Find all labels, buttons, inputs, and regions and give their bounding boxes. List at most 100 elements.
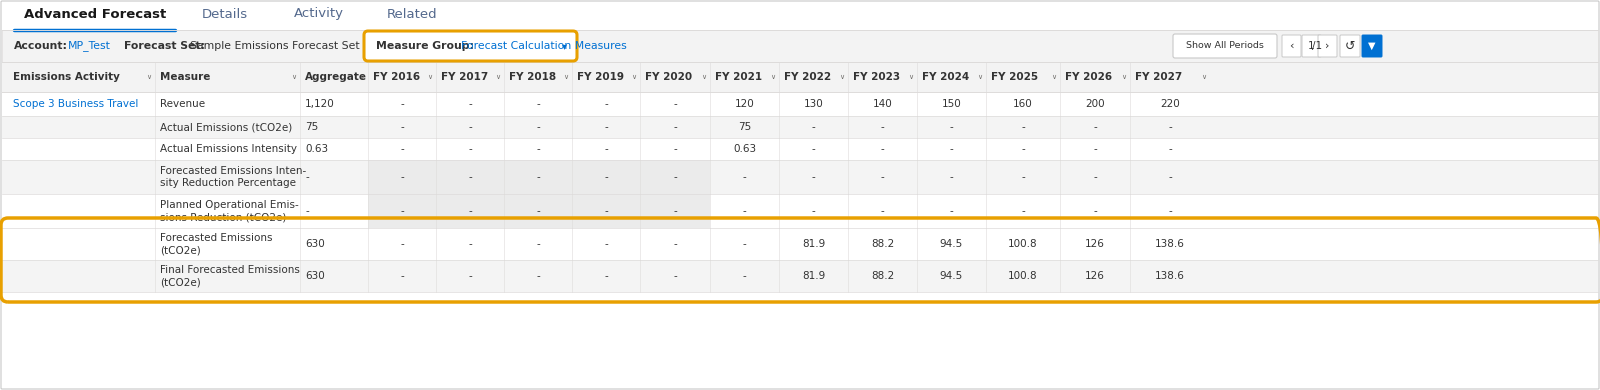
Text: -: -: [469, 271, 472, 281]
Text: -: -: [400, 144, 403, 154]
FancyBboxPatch shape: [1318, 35, 1338, 57]
Text: -: -: [605, 122, 608, 132]
Text: -: -: [674, 239, 677, 249]
Text: -: -: [880, 206, 885, 216]
Text: -: -: [400, 99, 403, 109]
Text: -: -: [1093, 122, 1098, 132]
Text: ∨: ∨: [1051, 74, 1056, 80]
Text: Related: Related: [387, 7, 437, 21]
Text: ∨: ∨: [978, 74, 982, 80]
Text: -: -: [950, 206, 954, 216]
Text: 150: 150: [942, 99, 962, 109]
Text: ∨: ∨: [909, 74, 914, 80]
Text: ∨: ∨: [147, 74, 152, 80]
Bar: [2, 228, 1598, 260]
Text: -: -: [536, 206, 539, 216]
Text: MP_Test: MP_Test: [67, 41, 110, 51]
Text: ∨: ∨: [771, 74, 776, 80]
Text: 0.63: 0.63: [306, 144, 328, 154]
Text: FY 2021: FY 2021: [715, 72, 762, 82]
Text: 130: 130: [803, 99, 824, 109]
Text: ∨: ∨: [496, 74, 501, 80]
Text: -: -: [1021, 144, 1026, 154]
Bar: [368, 194, 710, 228]
Text: ∨: ∨: [427, 74, 432, 80]
Text: Forecast Calculation Measures: Forecast Calculation Measures: [461, 41, 627, 51]
Text: 1: 1: [1309, 41, 1315, 51]
Text: 1,120: 1,120: [306, 99, 334, 109]
Bar: [2, 62, 1598, 92]
Text: ∨: ∨: [1122, 74, 1126, 80]
Text: -: -: [536, 122, 539, 132]
Bar: [2, 92, 1598, 116]
Text: 630: 630: [306, 239, 325, 249]
Text: 120: 120: [734, 99, 754, 109]
Text: 160: 160: [1013, 99, 1034, 109]
Text: -: -: [605, 271, 608, 281]
Text: -: -: [1021, 172, 1026, 182]
Text: FY 2024: FY 2024: [922, 72, 970, 82]
Text: Scope 3 Business Travel: Scope 3 Business Travel: [13, 99, 138, 109]
Text: 81.9: 81.9: [802, 271, 826, 281]
Bar: [2, 138, 1598, 160]
Text: -: -: [469, 206, 472, 216]
Text: Show All Periods: Show All Periods: [1186, 41, 1264, 50]
Text: 100.8: 100.8: [1008, 271, 1038, 281]
Text: 75: 75: [738, 122, 750, 132]
Text: -: -: [536, 271, 539, 281]
Text: Measure: Measure: [160, 72, 210, 82]
Text: FY 2019: FY 2019: [578, 72, 624, 82]
Text: 94.5: 94.5: [939, 271, 963, 281]
Text: FY 2026: FY 2026: [1066, 72, 1112, 82]
Text: FY 2025: FY 2025: [990, 72, 1038, 82]
Text: -: -: [742, 239, 746, 249]
Text: -: -: [469, 239, 472, 249]
Text: -: -: [811, 122, 816, 132]
Text: -: -: [536, 239, 539, 249]
Text: -: -: [1021, 122, 1026, 132]
FancyBboxPatch shape: [365, 31, 578, 61]
Text: Sample Emissions Forecast Set: Sample Emissions Forecast Set: [190, 41, 360, 51]
Text: ›: ›: [1325, 41, 1330, 51]
Text: -: -: [536, 172, 539, 182]
Text: -: -: [536, 144, 539, 154]
Text: -: -: [605, 239, 608, 249]
Text: Forecasted Emissions Inten-
sity Reduction Percentage: Forecasted Emissions Inten- sity Reducti…: [160, 166, 306, 188]
Text: Aggregate: Aggregate: [306, 72, 366, 82]
Text: -: -: [469, 99, 472, 109]
Text: -: -: [400, 122, 403, 132]
Text: -: -: [306, 206, 309, 216]
Text: -: -: [400, 206, 403, 216]
Text: -: -: [811, 206, 816, 216]
Text: -: -: [811, 144, 816, 154]
Bar: [368, 160, 710, 194]
FancyBboxPatch shape: [1341, 35, 1360, 57]
Text: ▾: ▾: [562, 41, 566, 51]
Text: -: -: [880, 122, 885, 132]
Bar: [2, 116, 1598, 138]
Text: FY 2016: FY 2016: [373, 72, 421, 82]
Text: ∨: ∨: [840, 74, 845, 80]
Text: 94.5: 94.5: [939, 239, 963, 249]
Text: -: -: [742, 172, 746, 182]
Text: -: -: [674, 206, 677, 216]
Text: -: -: [536, 99, 539, 109]
Text: -: -: [306, 172, 309, 182]
Text: -: -: [880, 144, 885, 154]
Text: 138.6: 138.6: [1155, 271, 1186, 281]
Text: Activity: Activity: [293, 7, 344, 21]
Text: -: -: [1168, 206, 1171, 216]
Bar: [2, 160, 1598, 194]
Text: -: -: [1168, 144, 1171, 154]
Text: Actual Emissions Intensity: Actual Emissions Intensity: [160, 144, 298, 154]
Text: Forecast Set:: Forecast Set:: [125, 41, 205, 51]
Text: Measure Group:: Measure Group:: [376, 41, 474, 51]
Text: 100.8: 100.8: [1008, 239, 1038, 249]
Text: ∨: ∨: [291, 74, 296, 80]
Text: 138.6: 138.6: [1155, 239, 1186, 249]
Text: -: -: [605, 206, 608, 216]
Text: 200: 200: [1085, 99, 1106, 109]
Text: -: -: [1093, 172, 1098, 182]
Text: Actual Emissions (tCO2e): Actual Emissions (tCO2e): [160, 122, 293, 132]
Text: 126: 126: [1085, 239, 1106, 249]
